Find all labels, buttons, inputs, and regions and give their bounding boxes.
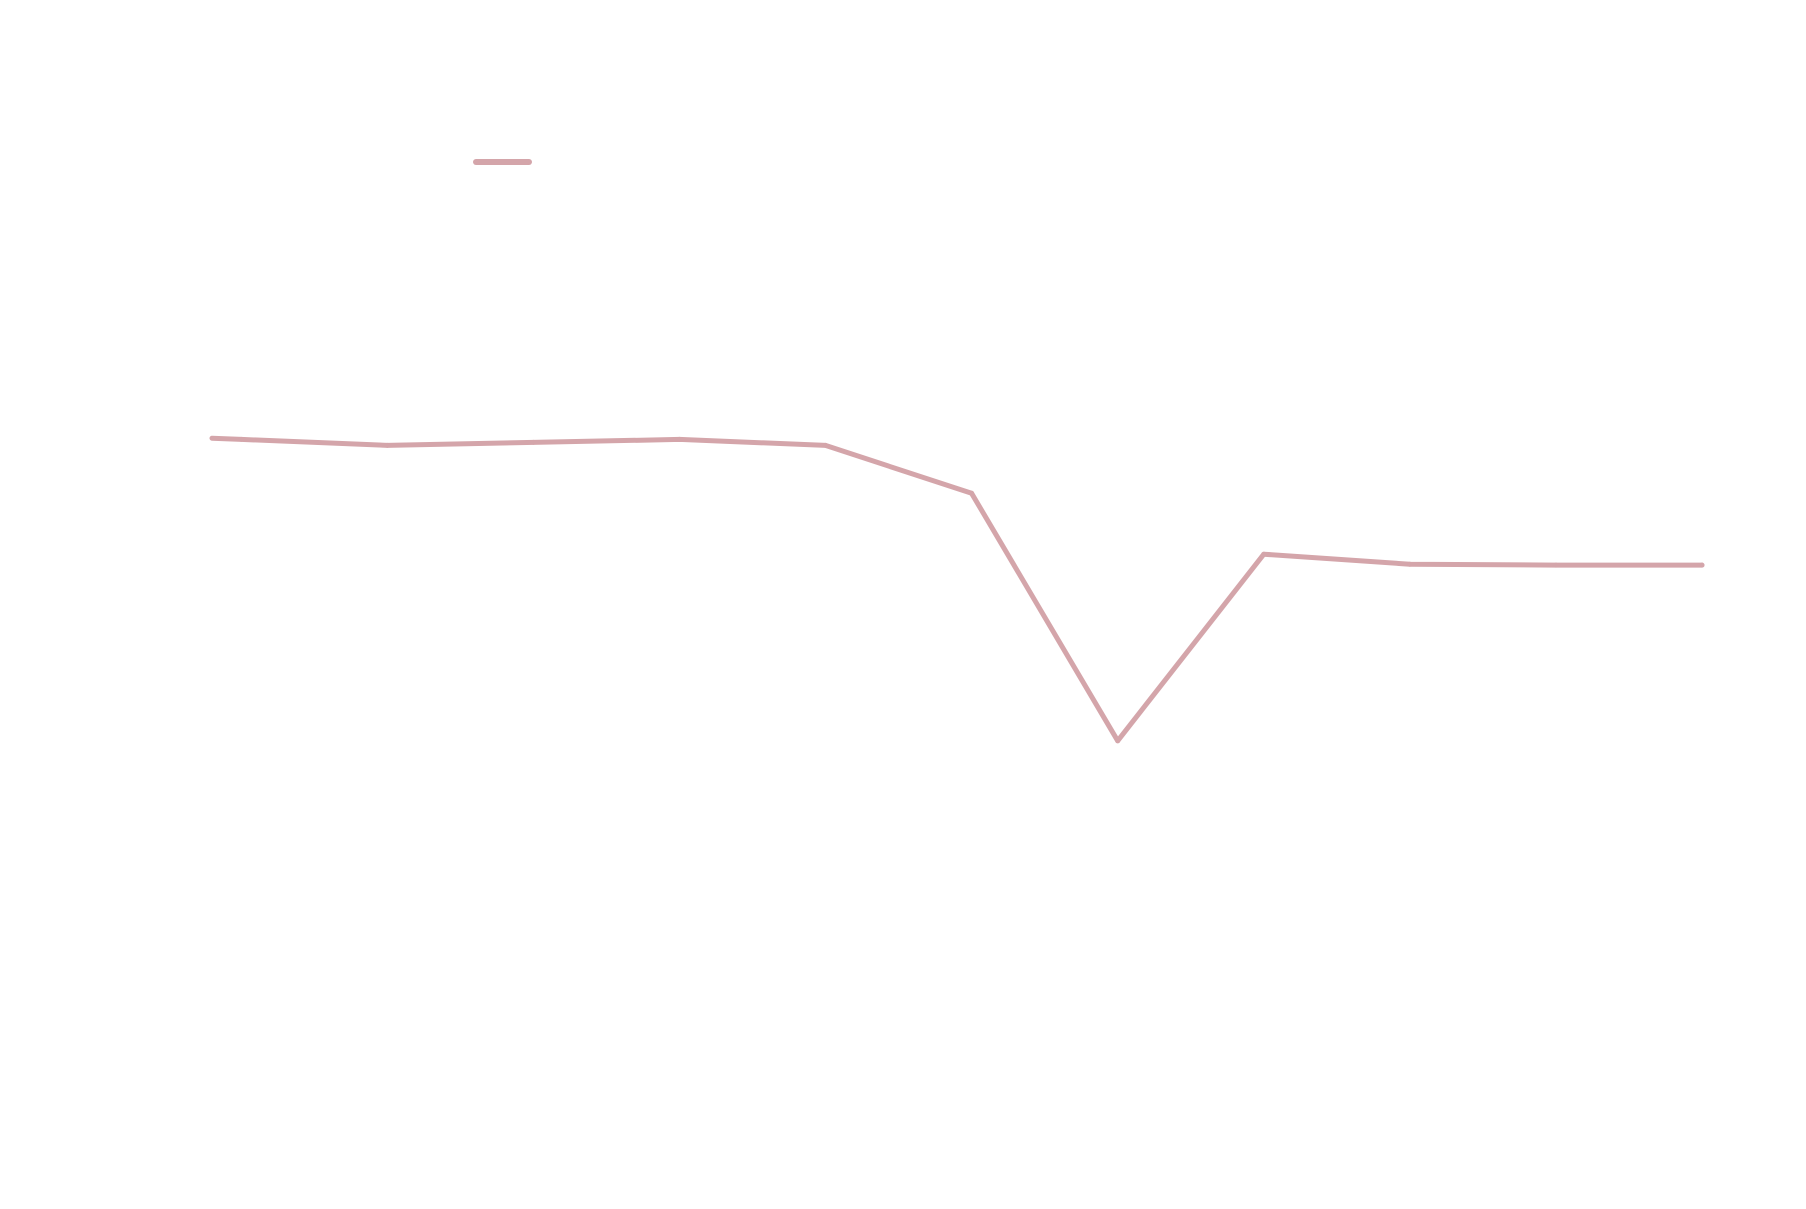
data-point [1553, 562, 1559, 568]
data-point [823, 442, 828, 448]
data-point [238, 436, 244, 442]
plot-area [209, 435, 1705, 744]
data-point [1261, 551, 1267, 557]
data-point [677, 436, 682, 442]
data-point [1407, 561, 1413, 567]
series-line-0 [209, 435, 1705, 744]
data-point [530, 439, 536, 445]
data-point [1115, 738, 1121, 744]
data-point [969, 490, 975, 496]
data-point [384, 442, 390, 448]
data-point [1699, 562, 1705, 568]
